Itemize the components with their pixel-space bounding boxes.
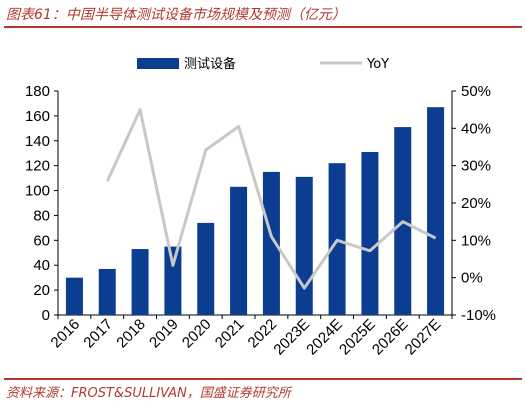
left-tick-label: 100 — [25, 183, 50, 200]
left-tick-label: 40 — [33, 257, 50, 274]
right-tick-label: 10% — [461, 232, 491, 249]
plot-area: 0 20 40 60 80 100 120 140 160 180 -10% 0% 10% 20% 30% 4… — [25, 83, 496, 358]
right-tick-label: -10% — [461, 307, 496, 324]
bar-2021 — [230, 186, 248, 315]
right-tick-label: 30% — [461, 158, 491, 175]
left-tick-label: 180 — [25, 83, 50, 100]
x-tick-label: 2026E — [369, 316, 412, 359]
x-tick-label: 2018 — [113, 316, 149, 352]
left-tick-label: 60 — [33, 232, 50, 249]
footer-rule — [4, 378, 522, 380]
left-tick-label: 160 — [25, 108, 50, 125]
right-tick-label: 20% — [461, 195, 491, 212]
x-tick-label: 2017 — [80, 316, 116, 352]
x-tick-label: 2025E — [336, 316, 379, 359]
right-tick-label: 50% — [461, 83, 491, 100]
x-tick-label: 2019 — [146, 316, 182, 352]
yoy-line — [105, 108, 437, 290]
bar-2022 — [262, 171, 280, 315]
legend-label-bar: 测试设备 — [184, 56, 236, 72]
x-tick-label: 2020 — [179, 316, 215, 352]
x-tick-label: 2024E — [303, 316, 346, 359]
legend: 测试设备 YoY — [137, 56, 389, 72]
x-tick-label: 2023E — [270, 316, 313, 359]
left-tick-label: 120 — [25, 158, 50, 175]
right-tick-label: 40% — [461, 120, 491, 137]
x-tick-label: 2027E — [402, 316, 445, 359]
legend-label-line: YoY — [366, 57, 389, 72]
right-tick-label: 0% — [461, 270, 483, 287]
bar-2017 — [98, 268, 116, 315]
x-tick-label: 2016 — [48, 316, 84, 352]
left-tick-label: 140 — [25, 133, 50, 150]
left-tick-label: 20 — [33, 282, 50, 299]
bar-2016 — [65, 277, 83, 315]
title-rule — [4, 26, 522, 28]
source-note: 资料来源：FROST&SULLIVAN，国盛证券研究所 — [6, 386, 291, 401]
left-tick-label: 80 — [33, 207, 50, 224]
legend-swatch-bar — [137, 58, 179, 69]
bar-2020 — [197, 222, 215, 315]
bar-2019 — [164, 246, 182, 315]
x-tick-label: 2021 — [212, 316, 248, 352]
bar-2025E — [361, 151, 379, 315]
bar-2027E — [427, 107, 445, 315]
left-tick-label: 0 — [42, 307, 50, 324]
bar-2018 — [131, 249, 149, 315]
bar-2023E — [295, 176, 313, 315]
chart-title: 图表61：中国半导体测试设备市场规模及预测（亿元） — [6, 7, 346, 23]
